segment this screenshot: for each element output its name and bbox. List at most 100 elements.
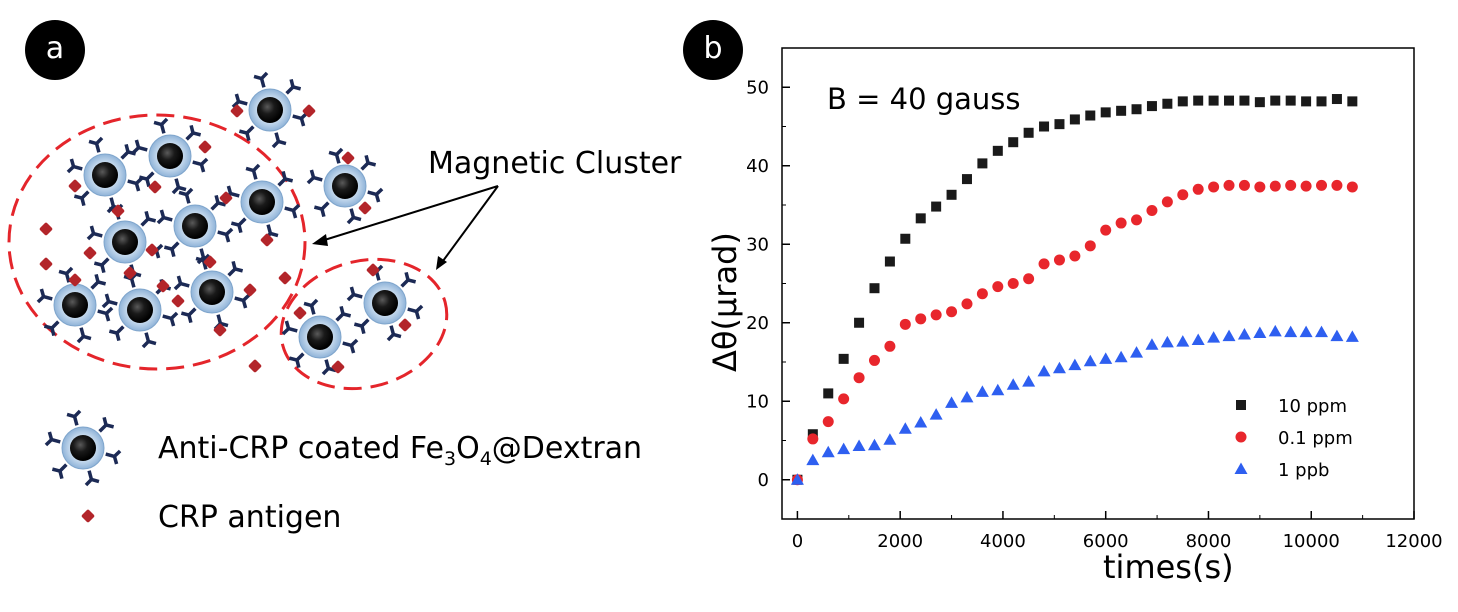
data-point — [869, 283, 880, 294]
data-point — [1284, 325, 1298, 338]
magnetic-particle — [231, 71, 309, 149]
data-point — [853, 372, 865, 384]
x-tick-label: 10000 — [1283, 531, 1340, 552]
data-point — [1300, 180, 1312, 192]
data-point — [1054, 119, 1065, 130]
data-point — [1160, 335, 1174, 348]
data-point — [992, 145, 1003, 156]
data-point — [1347, 96, 1358, 107]
data-point — [823, 388, 834, 399]
data-point — [1052, 361, 1066, 374]
data-point — [977, 158, 988, 169]
data-point — [1099, 352, 1113, 364]
data-point — [1023, 127, 1034, 138]
data-point — [1207, 331, 1221, 343]
data-point — [1316, 96, 1327, 107]
data-point — [806, 453, 820, 466]
data-point — [976, 288, 988, 300]
data-point — [929, 408, 943, 420]
y-tick-label: 20 — [746, 313, 769, 334]
data-point — [961, 298, 973, 310]
data-point — [1299, 325, 1313, 338]
data-point — [1253, 326, 1267, 338]
magnetic-particle — [66, 136, 144, 214]
cluster-outline-small — [279, 257, 449, 391]
crp-antigen — [219, 191, 233, 205]
crp-antigen — [111, 204, 125, 218]
data-point — [837, 442, 851, 455]
data-point — [1301, 96, 1312, 107]
data-point — [884, 256, 895, 267]
data-point — [914, 415, 928, 428]
data-point — [1146, 101, 1157, 112]
data-point — [1176, 335, 1190, 347]
legend-marker — [1234, 462, 1248, 474]
crp-antigen — [83, 246, 97, 260]
data-point — [1285, 95, 1296, 106]
magnetic-particle — [101, 271, 179, 349]
data-point — [1100, 224, 1112, 236]
data-point — [960, 390, 974, 403]
callout-arrowhead-1 — [312, 234, 328, 246]
data-point — [1254, 181, 1266, 193]
data-point — [1131, 104, 1142, 115]
crp-antigen — [366, 263, 380, 277]
data-point — [992, 281, 1004, 293]
data-point — [1222, 329, 1236, 342]
callout-arrow-2 — [439, 185, 499, 266]
x-tick-label: 12000 — [1385, 531, 1442, 552]
data-point — [1053, 254, 1065, 266]
data-point — [991, 383, 1005, 396]
crp-antigen — [198, 140, 212, 154]
legend-entry: 10 ppm — [1278, 396, 1347, 417]
magnetic-cluster-label: Magnetic Cluster — [428, 146, 682, 181]
data-point — [838, 393, 850, 405]
data-point — [854, 317, 865, 328]
crp-antigen — [123, 266, 137, 280]
crp-antigen — [213, 323, 227, 337]
magnetic-particle — [131, 117, 209, 195]
data-point — [1039, 121, 1050, 132]
legend-marker — [1236, 400, 1246, 410]
data-point — [1346, 181, 1358, 193]
magnetic-particle — [223, 163, 301, 241]
data-point — [1270, 95, 1281, 106]
crp-antigen — [260, 233, 274, 247]
data-point — [1162, 98, 1173, 109]
crp-antigen — [203, 255, 217, 269]
data-point — [1068, 358, 1082, 371]
crp-antigen — [39, 222, 53, 236]
data-point — [1224, 95, 1235, 106]
series-1 — [791, 179, 1358, 486]
y-tick-label: 30 — [746, 234, 769, 255]
crp-antigen — [331, 360, 345, 374]
callout-arrowhead-2 — [436, 256, 447, 270]
data-point — [915, 213, 926, 224]
data-point — [1345, 330, 1359, 342]
data-point — [1131, 214, 1143, 226]
data-point — [1130, 346, 1144, 358]
data-point — [930, 309, 942, 321]
magnetic-particle — [36, 266, 114, 344]
data-point — [1191, 333, 1205, 346]
data-point — [945, 396, 959, 408]
data-point — [1269, 180, 1281, 192]
data-point — [1237, 328, 1251, 340]
data-point — [821, 445, 835, 458]
crp-antigen — [293, 306, 307, 320]
data-point — [884, 340, 896, 352]
legend-antigen-label: CRP antigen — [158, 500, 342, 535]
legend-particle-label: Anti-CRP coated Fe3O4@Dextran — [158, 431, 643, 470]
data-point — [1038, 258, 1050, 270]
series-0 — [792, 94, 1358, 485]
data-point — [790, 473, 804, 485]
data-point — [975, 385, 989, 397]
x-tick-label: 6000 — [1083, 531, 1129, 552]
cluster-outline-large — [7, 113, 307, 371]
data-point — [1331, 179, 1343, 191]
crp-antigen — [243, 283, 257, 297]
y-tick-label: 0 — [758, 470, 769, 491]
callout-arrow-1 — [317, 185, 499, 243]
